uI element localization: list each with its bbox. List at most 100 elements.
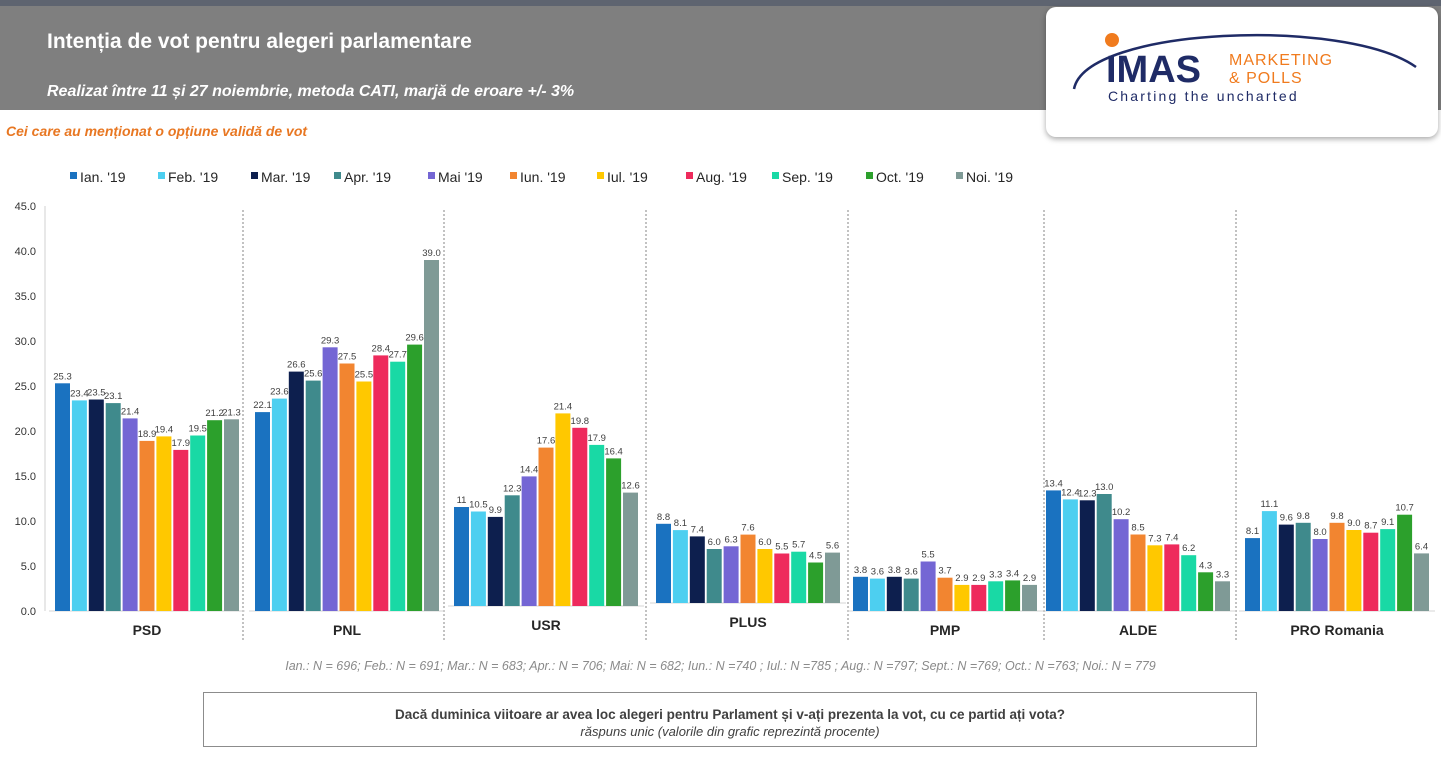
bar-value-label: 12.6 — [621, 481, 640, 492]
logo-line2: & POLLS — [1229, 70, 1303, 87]
bar — [288, 371, 304, 611]
bar-value-label: 18.9 — [138, 429, 157, 440]
bar — [606, 458, 622, 606]
bar — [1181, 555, 1197, 611]
grouped-bar-chart: 0.0 5.0 10.0 15.0 20.0 25.0 30.0 35.0 40.0 45.0 Ia… — [0, 155, 1441, 675]
bar — [988, 581, 1004, 611]
bar — [1245, 538, 1260, 611]
question-box: Dacă duminica viitoare ar avea loc alege… — [203, 692, 1257, 747]
bar-value-label: 10.5 — [469, 500, 488, 511]
bar-value-label: 7.4 — [691, 524, 704, 535]
bar-value-label: 10.2 — [1112, 507, 1131, 518]
legend-label: Sep. '19 — [782, 169, 833, 185]
bar-value-label: 2.9 — [972, 573, 985, 584]
bar — [390, 361, 406, 611]
y-tick-label: 10.0 — [15, 516, 36, 528]
logo-line1: MARKETING — [1229, 52, 1333, 69]
bar — [723, 546, 739, 603]
legend-label: Ian. '19 — [80, 169, 126, 185]
bar-value-label: 23.1 — [104, 391, 123, 402]
bar-value-label: 26.6 — [287, 360, 306, 371]
logo-arc — [1072, 33, 1417, 90]
bar-value-label: 17.9 — [172, 438, 191, 449]
answer-note: răspuns unic (valorile din grafic reprez… — [580, 724, 880, 739]
bar-value-label: 29.3 — [321, 335, 340, 346]
bar — [589, 444, 605, 606]
bar — [656, 523, 671, 603]
bar — [886, 576, 902, 611]
bar — [454, 507, 469, 606]
bar — [224, 419, 239, 611]
bar — [1005, 580, 1021, 611]
category-label: PRO Romania — [1290, 622, 1384, 638]
bar — [689, 536, 705, 603]
bar — [774, 553, 790, 603]
category-label: USR — [531, 617, 561, 633]
bar-value-label: 19.8 — [571, 416, 590, 427]
y-tick-label: 40.0 — [15, 246, 36, 258]
y-tick-label: 30.0 — [15, 336, 36, 348]
bar-value-label: 28.4 — [372, 343, 391, 354]
survey-question: Dacă duminica viitoare ar avea loc alege… — [395, 707, 1065, 722]
bar — [1397, 514, 1413, 611]
bar-value-label: 25.3 — [53, 371, 72, 382]
bar-value-label: 6.3 — [724, 534, 737, 545]
bar — [971, 584, 987, 611]
legend-swatch — [334, 172, 341, 179]
bar-value-label: 5.5 — [775, 542, 788, 553]
bar-value-label: 22.1 — [253, 400, 272, 411]
bar-value-label: 6.0 — [758, 537, 771, 548]
bar — [407, 344, 423, 611]
bar — [207, 420, 223, 611]
legend-swatch — [686, 172, 693, 179]
bar — [1363, 532, 1379, 611]
legend-swatch — [772, 172, 779, 179]
bar-value-label: 2.9 — [1023, 573, 1036, 584]
legend-label: Iun. '19 — [520, 169, 566, 185]
bar-value-label: 12.4 — [1061, 487, 1080, 498]
bar — [1022, 584, 1037, 611]
bar-value-label: 13.0 — [1095, 482, 1114, 493]
bar-value-label: 4.3 — [1199, 560, 1212, 571]
legend-swatch — [510, 172, 517, 179]
bar — [1164, 544, 1180, 611]
bar — [255, 412, 270, 611]
bar-value-label: 29.6 — [405, 333, 424, 344]
bar-value-label: 21.4 — [554, 401, 573, 412]
bar — [190, 435, 206, 611]
bar-value-label: 19.5 — [188, 424, 207, 435]
bar — [1278, 524, 1294, 611]
bar — [71, 400, 87, 611]
y-tick-label: 25.0 — [15, 381, 36, 393]
bar — [1215, 581, 1230, 611]
category-label: PSD — [133, 622, 162, 638]
y-tick-label: 20.0 — [15, 426, 36, 438]
y-tick-label: 35.0 — [15, 291, 36, 303]
bar — [538, 447, 554, 606]
category-label: PMP — [930, 622, 960, 638]
bar-value-label: 8.1 — [674, 518, 687, 529]
bar-value-label: 21.3 — [222, 407, 241, 418]
legend-label: Mar. '19 — [261, 169, 311, 185]
bar-value-label: 8.0 — [1313, 527, 1326, 538]
legend-swatch — [70, 172, 77, 179]
bar-value-label: 6.0 — [708, 537, 721, 548]
y-tick-label: 15.0 — [15, 471, 36, 483]
bar-value-label: 3.6 — [905, 567, 918, 578]
y-tick-label: 5.0 — [21, 561, 36, 573]
bar-value-label: 9.1 — [1381, 517, 1394, 528]
bar — [1079, 500, 1095, 611]
bar-value-label: 9.6 — [1280, 513, 1293, 524]
bar — [954, 584, 970, 611]
bar-value-label: 12.3 — [503, 483, 522, 494]
category-label: PLUS — [729, 614, 766, 630]
category-label: ALDE — [1119, 622, 1157, 638]
legend-label: Noi. '19 — [966, 169, 1013, 185]
bar-value-label: 21.4 — [121, 406, 140, 417]
legend-swatch — [251, 172, 258, 179]
bar-value-label: 4.5 — [809, 551, 822, 562]
logo-dot — [1105, 33, 1119, 47]
legend-swatch — [597, 172, 604, 179]
bar — [791, 551, 807, 603]
y-tick-label: 45.0 — [15, 201, 36, 213]
